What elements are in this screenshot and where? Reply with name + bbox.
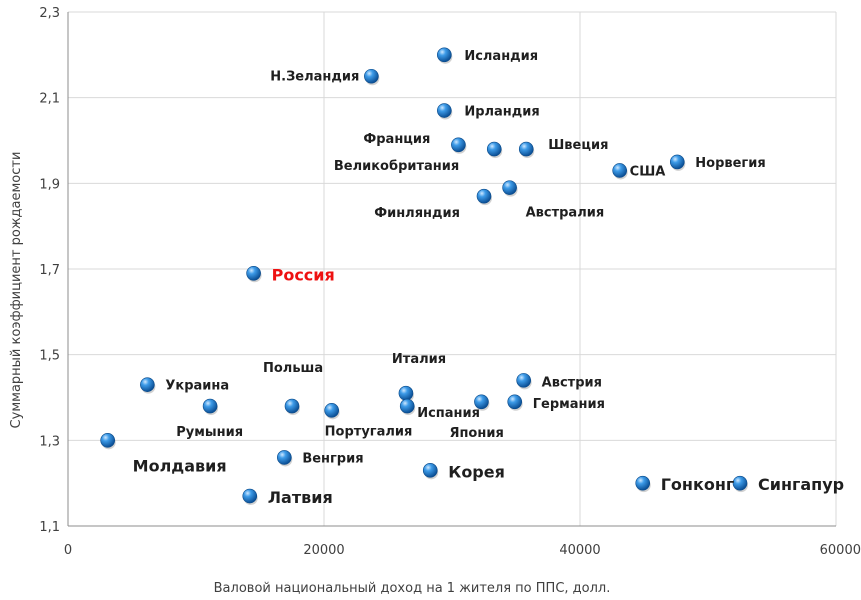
data-label: Румыния: [176, 425, 243, 440]
data-label: Исландия: [464, 49, 538, 64]
data-label: Великобритания: [334, 159, 459, 174]
data-point: [100, 433, 115, 448]
y-tick-label: 2,3: [39, 6, 60, 21]
data-point: [474, 394, 489, 410]
gridlines: [67, 11, 837, 527]
data-point: [612, 163, 627, 178]
data-label: Гонконг: [661, 475, 735, 494]
tick-labels: 1,1 1,3 1,5 1,7 1,9 2,1 2,3 0 20000 40000 60000: [39, 6, 861, 558]
x-tick-label: 20000: [303, 543, 344, 558]
data-label: Ирландия: [464, 105, 539, 120]
data-point: [398, 385, 414, 401]
data-label: Польша: [263, 361, 323, 376]
data-label: Франция: [363, 132, 430, 147]
y-tick-label: 1,3: [39, 434, 60, 449]
data-label: Венгрия: [302, 451, 363, 466]
data-label: Россия: [272, 265, 335, 284]
data-point: [242, 488, 258, 504]
data-label: Украина: [165, 379, 229, 394]
data-label: Финляндия: [374, 206, 460, 221]
data-label: Сингапур: [758, 475, 844, 494]
data-point: [516, 373, 531, 388]
data-point: [437, 103, 452, 118]
data-points: [100, 47, 748, 506]
data-point: [732, 475, 748, 491]
axes: [67, 12, 836, 527]
data-point: [202, 398, 218, 414]
data-point: [284, 398, 300, 414]
data-point: [422, 463, 438, 478]
data-point: [324, 403, 339, 418]
y-axis-title: Суммарный коэффициент рождаемости: [9, 152, 24, 429]
data-label: Япония: [449, 426, 503, 441]
x-tick-label: 60000: [820, 543, 861, 558]
data-label: Н.Зеландия: [270, 69, 359, 84]
data-point: [476, 188, 492, 204]
data-labels: Исландия Н.Зеландия Ирландия Франция Швеция В…: [133, 49, 844, 507]
data-label: Норвегия: [695, 156, 765, 171]
data-point: [451, 137, 466, 153]
data-label: США: [630, 164, 666, 179]
data-point: [518, 141, 534, 157]
data-label: Швеция: [548, 138, 608, 153]
data-point: [635, 475, 651, 491]
data-label: Австрия: [542, 375, 602, 390]
data-label: Молдавия: [133, 456, 227, 475]
x-tick-label: 40000: [559, 543, 600, 558]
data-label: Португалия: [325, 424, 413, 439]
y-tick-label: 1,1: [39, 520, 60, 535]
data-point: [502, 180, 517, 195]
data-label: Корея: [448, 462, 505, 481]
data-label: Австралия: [526, 206, 605, 221]
data-label: Италия: [392, 352, 446, 367]
data-label: Испания: [417, 406, 480, 421]
data-point: [486, 141, 502, 157]
data-point: [399, 398, 415, 414]
y-tick-label: 2,1: [39, 92, 60, 107]
data-point: [437, 47, 452, 63]
data-point: [246, 265, 261, 281]
data-point: [364, 68, 379, 84]
x-tick-label: 0: [64, 543, 72, 558]
data-label: Латвия: [268, 488, 333, 507]
x-axis-title: Валовой национальный доход на 1 жителя п…: [214, 581, 611, 596]
y-tick-label: 1,5: [39, 349, 60, 364]
data-label: Германия: [533, 397, 605, 412]
y-tick-label: 1,7: [39, 263, 60, 278]
y-tick-label: 1,9: [39, 177, 60, 192]
data-point: [277, 450, 292, 465]
data-point: [507, 394, 523, 410]
data-point: [669, 154, 685, 170]
data-point: [140, 377, 155, 392]
